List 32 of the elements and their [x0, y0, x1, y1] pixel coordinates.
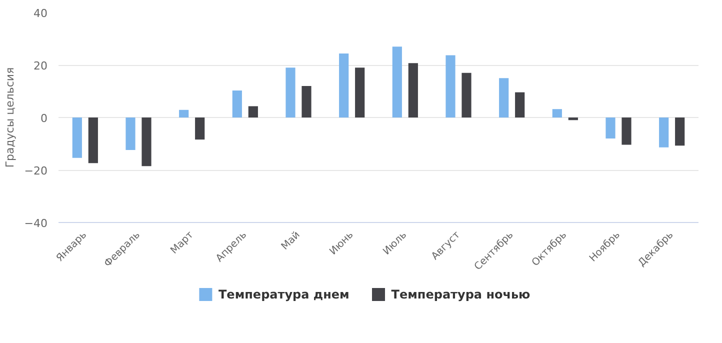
bar — [126, 118, 136, 150]
bar — [408, 63, 418, 118]
bar — [355, 68, 365, 118]
bar — [179, 110, 189, 118]
y-tick-label: 20 — [34, 60, 48, 72]
bar — [606, 118, 616, 138]
y-tick-label: −20 — [24, 164, 48, 178]
bar — [515, 92, 525, 118]
bar — [659, 118, 669, 148]
y-tick-label: −40 — [24, 217, 48, 230]
bar — [446, 55, 456, 118]
y-tick-label: 0 — [40, 112, 48, 125]
bar — [622, 118, 632, 145]
bar — [286, 68, 296, 118]
y-tick-label: 40 — [34, 7, 48, 20]
y-axis-title: Градусы цельсия — [3, 67, 16, 168]
bar — [462, 72, 472, 118]
bar — [675, 118, 685, 146]
bar — [499, 78, 509, 118]
bar — [248, 106, 258, 118]
bar — [568, 118, 578, 120]
bar — [552, 109, 562, 118]
bar — [232, 90, 242, 118]
bar — [72, 118, 82, 158]
legend-label: Температура ночью — [391, 288, 531, 302]
bar — [195, 118, 205, 140]
legend-label: Температура днем — [218, 288, 350, 302]
bar — [302, 86, 312, 118]
bar — [142, 118, 152, 166]
bar — [392, 46, 402, 118]
bar — [339, 53, 349, 118]
bar — [88, 118, 98, 164]
